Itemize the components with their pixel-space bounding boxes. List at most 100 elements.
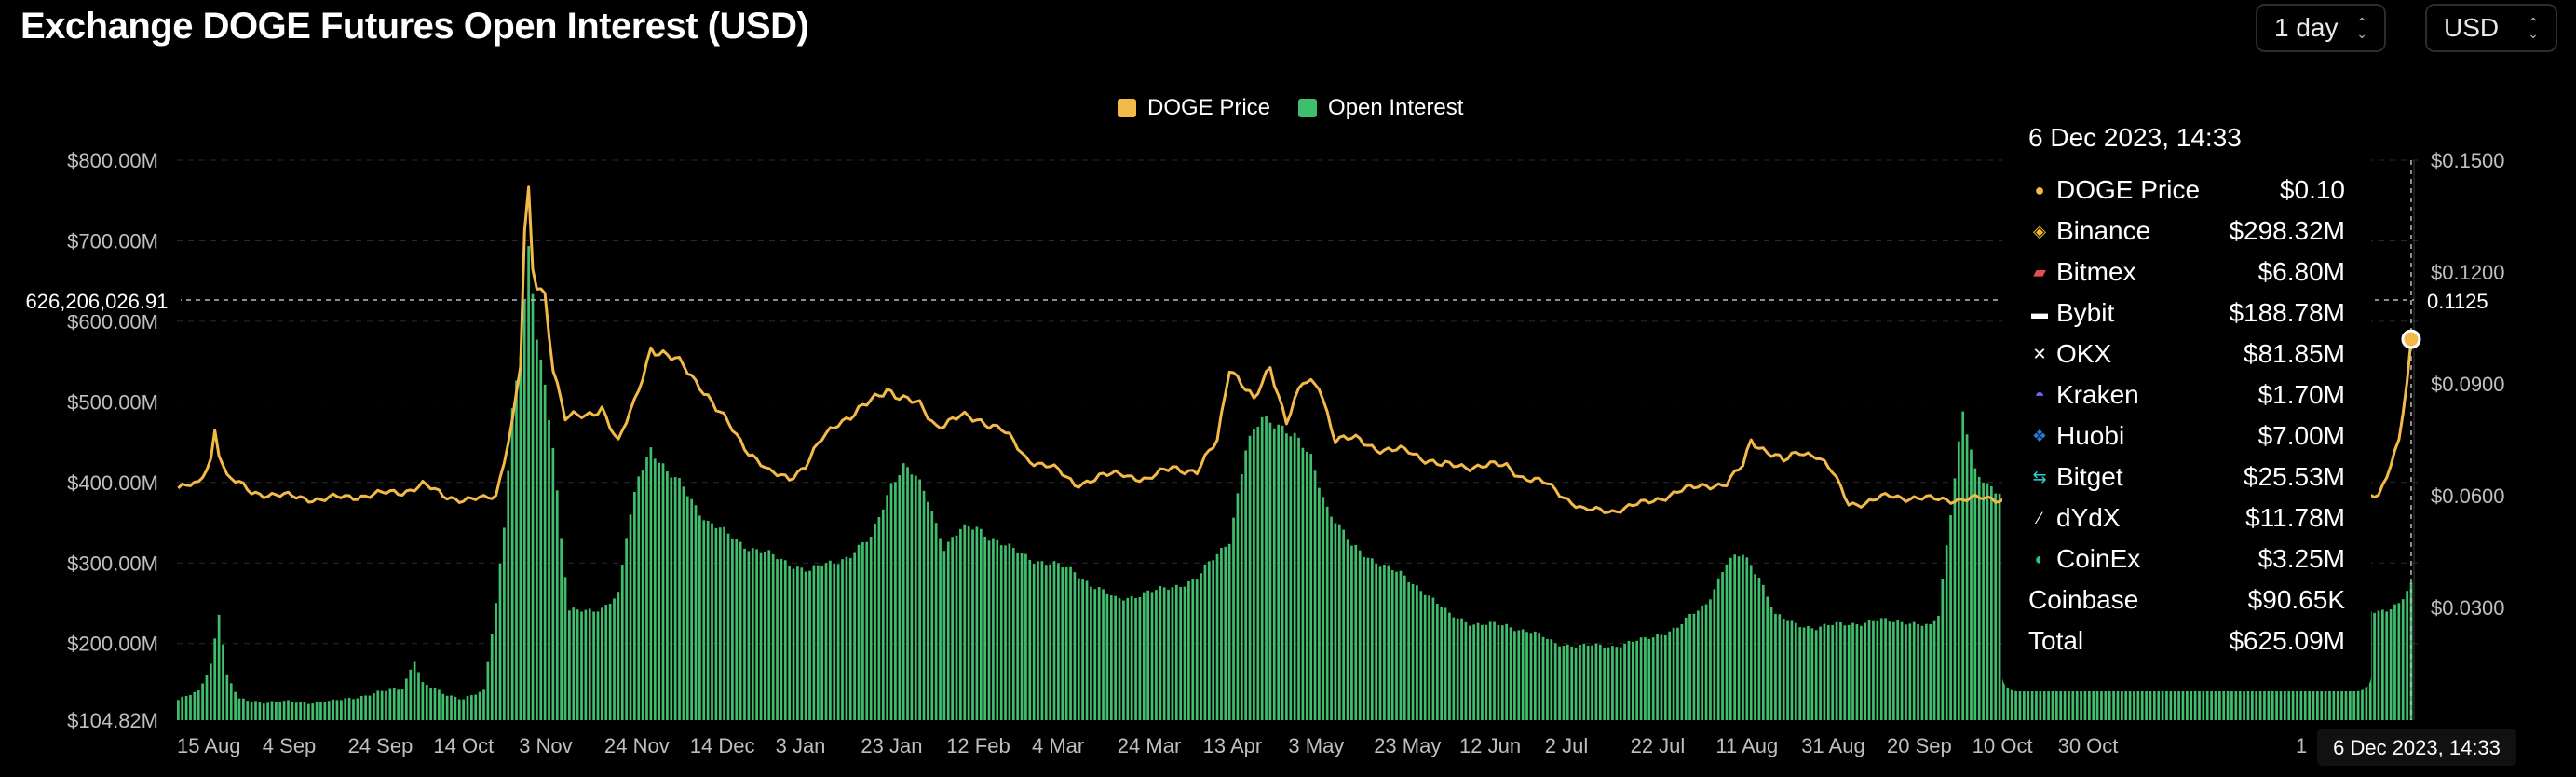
oi-bar [1761,584,1765,720]
oi-bar [197,690,200,720]
legend-item-doge-price[interactable]: DOGE Price [1118,95,1270,121]
oi-bar [287,700,290,720]
oi-bar [2393,604,2396,720]
oi-bar [604,605,608,720]
oi-bar [1183,586,1186,720]
tooltip-row: ◈ Binance $298.32M [2028,211,2345,252]
oi-bar [918,479,921,720]
oi-bar [629,514,632,720]
oi-bar [874,523,876,720]
oi-bar [1227,543,1231,720]
oi-bar [1200,573,1202,720]
x-tick-label: 12 Feb [946,734,1010,757]
interval-select[interactable]: 1 day ⌃ ⌄ [2256,4,2386,52]
oi-bar [1525,632,1528,720]
tooltip-row-value: $1.70M [2257,380,2345,409]
oi-bar [983,536,987,720]
oi-bar [841,559,844,720]
oi-bar [771,553,775,720]
oi-bar [1949,514,1952,720]
oi-bar [299,702,302,720]
y-left-tick-label: $200.00M [67,633,158,656]
oi-bar [1016,552,1020,720]
oi-bar [392,688,396,720]
oi-bar [1390,569,1394,720]
oi-bar [1676,627,1679,720]
oi-bar [767,550,771,720]
oi-bar [1570,646,1574,720]
oi-bar [568,610,571,720]
oi-bar [1174,584,1178,720]
oi-bar [229,683,233,720]
oi-bar [889,483,893,720]
oi-bar [979,528,983,720]
oi-bar [930,511,934,720]
oi-bar [1423,594,1427,720]
y-left-tick-label: $500.00M [67,390,158,414]
oi-bar [1582,643,1586,720]
oi-bar [1162,587,1166,720]
oi-bar [294,702,298,720]
x-tick-label: 31 Aug [1801,734,1865,757]
oi-bar [1305,451,1308,720]
oi-bar [490,634,494,720]
oi-bar [1586,645,1590,720]
oi-bar [1859,625,1863,720]
oi-bar [1696,610,1700,720]
x-tick-label: 4 Mar [1032,734,1084,757]
oi-bar [1387,565,1390,720]
oi-bar [275,702,278,720]
oi-bar [1745,557,1749,720]
oi-bar [617,592,620,720]
oi-bar [1982,482,1985,720]
oi-bar [1090,586,1092,720]
tooltip-row-name: Bitmex [2056,257,2136,286]
oi-bar [637,476,641,720]
oi-bar [1195,579,1199,720]
oi-bar [1293,432,1296,720]
oi-bar [1619,647,1622,720]
tooltip-row-value: $25.53M [2244,462,2345,491]
tooltip-row: ● DOGE Price $0.10 [2028,170,2345,211]
oi-bar [413,661,416,720]
oi-bar [347,697,351,720]
crosshair-right-box [2418,285,2492,315]
oi-bar [955,535,958,720]
currency-select-value: USD [2444,13,2500,42]
oi-bar [1823,623,1826,720]
oi-bar [1851,622,1854,720]
oi-bar [1330,516,1333,720]
oi-bar [1668,631,1672,720]
oi-bar [421,682,425,720]
oi-bar [1146,590,1150,720]
oi-bar [588,608,591,720]
oi-bar [1607,647,1610,720]
interval-select-value: 1 day [2274,13,2339,42]
legend-item-open-interest[interactable]: Open Interest [1298,95,1463,121]
oi-bar [445,695,449,720]
oi-bar [1774,613,1777,720]
tooltip-row-name: Bybit [2056,298,2115,327]
oi-bar [975,526,979,720]
oi-bar [373,693,375,720]
oi-bar [1097,587,1101,720]
oi-bar [711,523,713,720]
oi-bar [1028,559,1032,720]
tooltip-row-name: Huobi [2056,421,2125,450]
oi-bar [1220,547,1223,720]
oi-bar [1399,570,1403,720]
oi-bar [1855,624,1859,720]
oi-bar [1497,625,1500,720]
currency-select[interactable]: USD ⌃ ⌄ [2425,4,2557,52]
huobi-icon: ❖ [2031,426,2048,445]
oi-bar [641,470,644,720]
oi-bar [1032,563,1036,720]
x-tick-label: 3 Jan [776,734,826,757]
oi-bar [1069,566,1072,720]
oi-bar [1566,644,1569,720]
oi-bar [1105,593,1109,720]
oi-bar [1452,617,1456,720]
oi-bar [1709,599,1712,720]
oi-bar [1322,497,1325,720]
oi-bar [1285,433,1288,720]
